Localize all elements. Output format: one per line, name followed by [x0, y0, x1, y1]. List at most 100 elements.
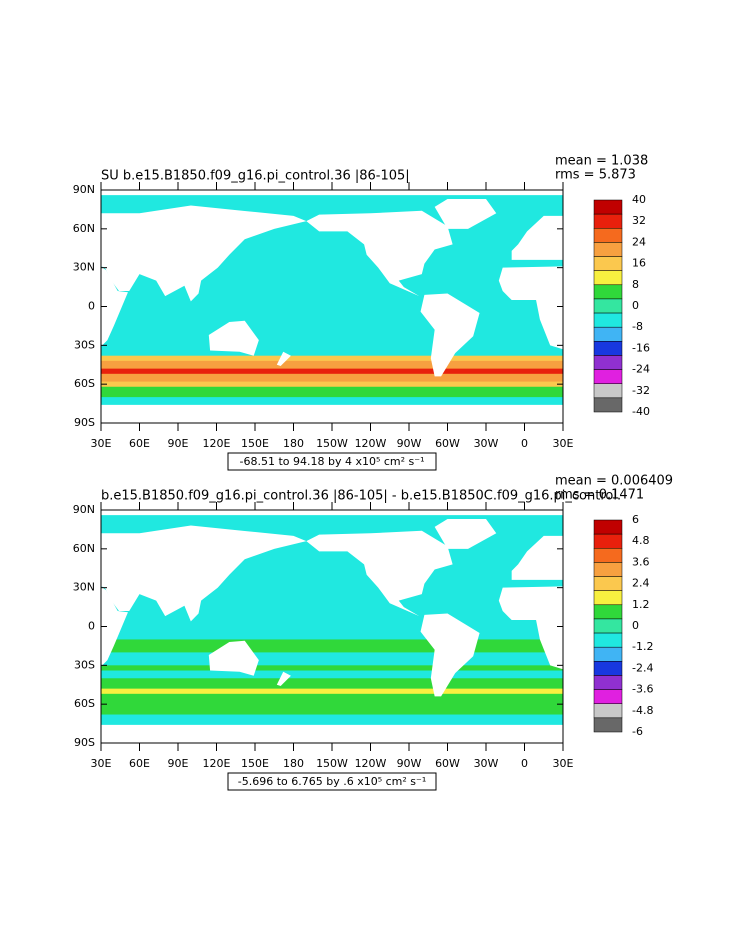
colorbar-box [593, 228, 623, 243]
mean: mean = 0.006409 [555, 474, 673, 489]
lon-label: 90W [397, 757, 422, 770]
colorbar-label: -6 [632, 725, 643, 738]
colorbar-box [593, 717, 623, 733]
band [101, 386, 563, 398]
lon-label: 60W [435, 437, 460, 450]
lon-label: 60W [435, 757, 460, 770]
land [208, 320, 259, 356]
colorbar-box [593, 646, 623, 662]
colorbar-box [593, 548, 623, 563]
colorbar-box [593, 703, 623, 719]
colorbar-box [593, 270, 623, 286]
colorbar-label: -1.2 [632, 640, 653, 653]
band [101, 665, 563, 671]
land [511, 215, 563, 260]
lon-label: 180 [283, 757, 304, 770]
colorbar-label: -4.8 [632, 704, 653, 717]
colorbar-box [593, 213, 623, 229]
colorbar-box [593, 199, 623, 215]
band [101, 688, 563, 694]
land [420, 293, 480, 377]
lat-label: 30N [73, 581, 95, 594]
colorbar-box [593, 242, 623, 257]
lat-label: 30N [73, 261, 95, 274]
colorbar-label: -8 [632, 320, 643, 333]
map [100, 509, 564, 744]
colorbar-label: -3.6 [632, 683, 653, 696]
colorbar-label: 24 [632, 235, 646, 248]
colorbar-label: 8 [632, 278, 639, 291]
lon-label: 120E [203, 757, 231, 770]
colorbar-box [593, 661, 623, 676]
lon-label: 120E [203, 437, 231, 450]
lon-label: 30E [91, 437, 112, 450]
range-text: -68.51 to 94.18 by 4 x10⁵ cm² s⁻¹ [240, 455, 425, 468]
lat-label: 60S [74, 697, 95, 710]
colorbar-label: 6 [632, 513, 639, 526]
lon-label: 150W [316, 437, 348, 450]
colorbar-box [593, 369, 623, 384]
lon-label: 0 [521, 757, 528, 770]
colorbar-box [593, 519, 623, 535]
colorbar-box [593, 618, 623, 634]
colorbar-label: 2.4 [632, 577, 650, 590]
colorbar-label: 0 [632, 619, 639, 632]
land [306, 210, 453, 297]
lon-label: 0 [521, 437, 528, 450]
land [208, 640, 259, 676]
colorbar-box [593, 675, 623, 690]
colorbar-label: -32 [632, 384, 650, 397]
colorbar-box [593, 256, 623, 271]
colorbar-label: 1.2 [632, 598, 650, 611]
lat-label: 90S [74, 736, 95, 749]
land [101, 404, 563, 408]
land [511, 535, 563, 580]
lon-label: 30E [553, 757, 574, 770]
lon-label: 30E [553, 437, 574, 450]
colorbar-box [593, 533, 623, 549]
lat-label: 60N [73, 222, 95, 235]
colorbar-label: -40 [632, 405, 650, 418]
lat-label: 90S [74, 416, 95, 429]
colorbar-label: -2.4 [632, 661, 653, 674]
lon-label: 90E [168, 437, 189, 450]
lat-label: 90N [73, 503, 95, 516]
field [101, 515, 563, 728]
range-box [227, 772, 437, 791]
colorbar-label: 32 [632, 214, 646, 227]
lon-label: 30W [474, 437, 499, 450]
colorbar-label: -24 [632, 363, 650, 376]
lon-label: 150E [241, 757, 269, 770]
lon-label: 150E [241, 437, 269, 450]
field [101, 195, 563, 408]
lat-label: 30S [74, 658, 95, 671]
colorbar-box [593, 689, 623, 704]
land [276, 671, 291, 687]
colorbar-label: 40 [632, 193, 646, 206]
land [306, 530, 453, 617]
band [101, 368, 563, 374]
colorbar-box [593, 383, 623, 399]
colorbar-box [593, 284, 623, 300]
lon-label: 90E [168, 757, 189, 770]
colorbar-box [593, 341, 623, 356]
colorbar-box [593, 632, 623, 648]
lon-label: 90W [397, 437, 422, 450]
lat-label: 0 [88, 300, 95, 313]
lon-label: 60E [129, 757, 150, 770]
colorbar-box [593, 355, 623, 370]
land [101, 586, 128, 667]
land [101, 266, 128, 347]
colorbar-label: -16 [632, 341, 650, 354]
lon-label: 150W [316, 757, 348, 770]
mean: mean = 1.038 [555, 154, 648, 169]
colorbar-box [593, 590, 623, 606]
lat-label: 60N [73, 542, 95, 555]
colorbar-box [593, 576, 623, 591]
band [101, 678, 563, 715]
lon-label: 120W [355, 437, 387, 450]
colorbar-box [593, 562, 623, 577]
colorbar-box [593, 604, 623, 620]
lon-label: 30E [91, 757, 112, 770]
lat-label: 60S [74, 377, 95, 390]
